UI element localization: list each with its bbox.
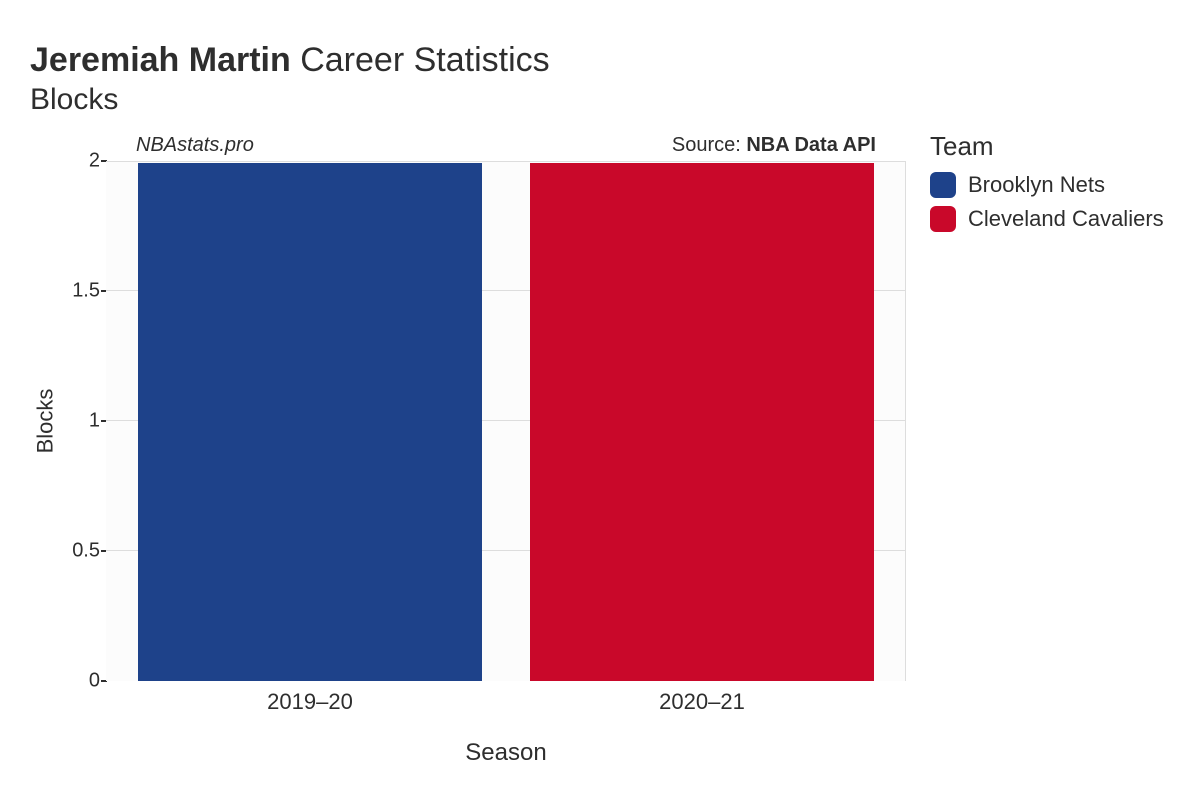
legend-item: Brooklyn Nets xyxy=(930,172,1164,198)
chart-row: Blocks 0 0.5 1 1.5 2 NBAstats.pro Source: NB… xyxy=(30,131,1170,767)
x-axis-label: Season xyxy=(106,739,906,767)
legend-swatch xyxy=(930,206,956,232)
legend: Team Brooklyn Nets Cleveland Cavaliers xyxy=(930,131,1164,240)
y-axis-ticks: 00.511.52 xyxy=(60,161,106,681)
y-axis-label-wrap: Blocks xyxy=(30,161,60,681)
plot-area xyxy=(106,161,906,681)
y-axis-label: Blocks xyxy=(32,388,58,453)
chart-container: Jeremiah Martin Career Statistics Blocks… xyxy=(0,0,1200,800)
chart-subtitle: Blocks xyxy=(30,83,1170,117)
title-rest-part: Career Statistics xyxy=(291,41,550,79)
legend-title: Team xyxy=(930,131,1164,162)
legend-swatch xyxy=(930,172,956,198)
chart-title: Jeremiah Martin Career Statistics xyxy=(30,40,1170,81)
legend-label: Brooklyn Nets xyxy=(968,172,1105,198)
legend-item: Cleveland Cavaliers xyxy=(930,206,1164,232)
y-tick-label: 1 xyxy=(89,409,100,432)
bar-2020–21 xyxy=(530,163,874,680)
source-text: Source: NBA Data API xyxy=(672,134,876,157)
y-tick-label: 0.5 xyxy=(72,539,100,562)
y-tick-label: 0 xyxy=(89,669,100,692)
title-bold-part: Jeremiah Martin xyxy=(30,41,291,79)
y-tick-label: 2 xyxy=(89,149,100,172)
x-axis-ticks: 2019–20 2020–21 xyxy=(106,681,906,721)
watermark-text: NBAstats.pro xyxy=(136,134,254,157)
x-tick-label: 2020–21 xyxy=(659,689,745,715)
annotation-row: NBAstats.pro Source: NBA Data API xyxy=(106,131,906,161)
title-block: Jeremiah Martin Career Statistics Blocks xyxy=(30,40,1170,117)
bar-2019–20 xyxy=(138,163,482,680)
plot-wrap: NBAstats.pro Source: NBA Data API 2019–2… xyxy=(106,131,906,767)
source-bold: NBA Data API xyxy=(746,134,876,156)
legend-label: Cleveland Cavaliers xyxy=(968,206,1164,232)
x-tick-label: 2019–20 xyxy=(267,689,353,715)
y-tick-label: 1.5 xyxy=(72,279,100,302)
source-prefix: Source: xyxy=(672,134,746,156)
